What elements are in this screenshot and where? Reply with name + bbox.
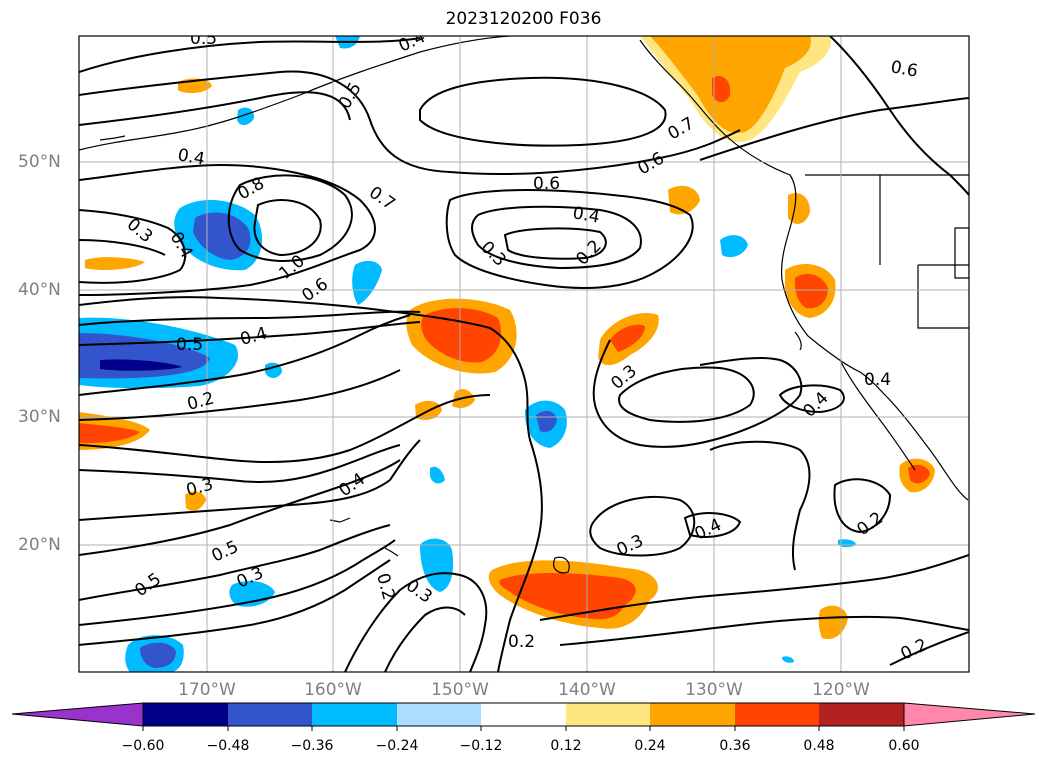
lat-label-40n: 40°N — [18, 280, 61, 300]
colorbar-tick-label: −0.48 — [206, 738, 250, 754]
contour-label: 0.6 — [889, 57, 919, 81]
contour-label: 0.4 — [571, 203, 601, 227]
colorbar-tick-label: 0.24 — [634, 738, 666, 754]
map-frame — [78, 35, 970, 673]
lon-label-150w: 150°W — [431, 680, 489, 700]
contour-label: 0.5 — [176, 335, 203, 355]
lon-label-170w: 170°W — [178, 680, 236, 700]
contour-lines — [79, 36, 969, 672]
lat-label-20n: 20°N — [18, 535, 61, 555]
colorbar — [11, 702, 1036, 731]
colorbar-tick-label: −0.12 — [459, 738, 503, 754]
lat-label-50n: 50°N — [18, 152, 61, 172]
contour-label: 0.5 — [190, 29, 217, 49]
coastlines — [79, 36, 969, 574]
lon-label-160w: 160°W — [304, 680, 362, 700]
colorbar-tick-label: 0.12 — [550, 738, 582, 754]
contour-label: 0.4 — [176, 145, 206, 169]
contour-label: 0.6 — [533, 174, 560, 194]
colorbar-tick-label: 0.60 — [888, 738, 920, 754]
lon-label-120w: 120°W — [812, 680, 870, 700]
contour-label: 0.2 — [508, 632, 535, 652]
colorbar-tick-label: 0.36 — [719, 738, 751, 754]
lon-label-130w: 130°W — [685, 680, 743, 700]
colorbar-tick-label: −0.24 — [375, 738, 419, 754]
contour-label: 0.4 — [864, 370, 891, 390]
map-area: 0.5 0.4 0.5 0.4 0.6 0.3 0.4 0.8 0.7 0.6 … — [79, 29, 969, 672]
lat-label-30n: 30°N — [18, 407, 61, 427]
colorbar-tick-label: 0.48 — [803, 738, 835, 754]
colorbar-tick-label: −0.60 — [121, 738, 165, 754]
map-title: 2023120200 F036 — [445, 9, 602, 29]
lon-label-140w: 140°W — [558, 680, 616, 700]
colorbar-tick-label: −0.36 — [290, 738, 334, 754]
